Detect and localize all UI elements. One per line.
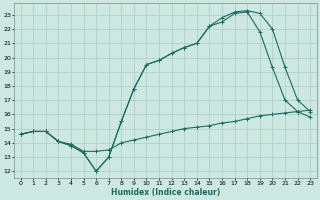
X-axis label: Humidex (Indice chaleur): Humidex (Indice chaleur) [111,188,220,197]
